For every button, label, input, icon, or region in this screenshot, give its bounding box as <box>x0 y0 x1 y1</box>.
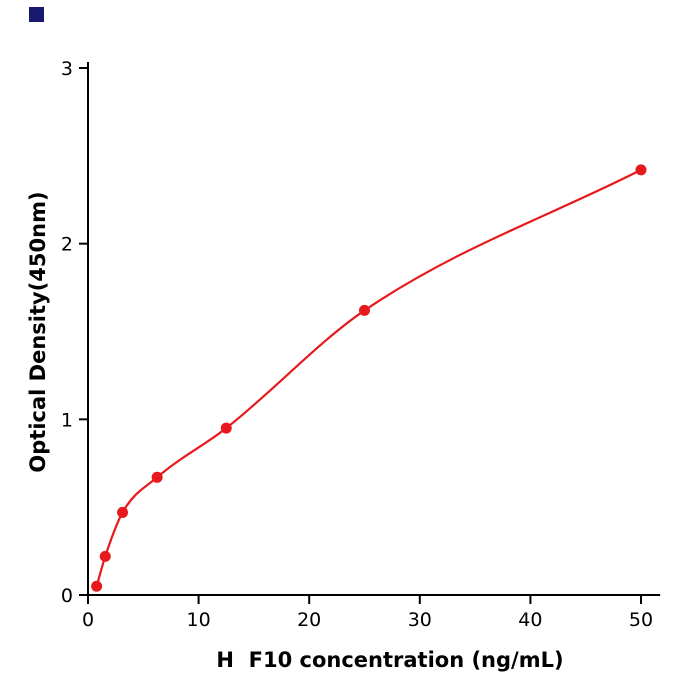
y-tick-label: 1 <box>61 409 73 431</box>
data-point <box>220 422 232 434</box>
x-axis-title: H F10 concentration (ng/mL) <box>216 648 564 672</box>
data-point <box>151 471 163 483</box>
data-point <box>99 550 111 562</box>
data-point <box>117 506 129 518</box>
y-tick-label: 0 <box>61 585 73 607</box>
data-point <box>635 164 647 176</box>
y-tick-label: 3 <box>61 58 73 80</box>
x-tick-label: 40 <box>518 609 542 631</box>
x-tick-label: 0 <box>82 609 94 631</box>
y-axis-title: Optical Density(450nm) <box>26 191 50 473</box>
x-tick-label: 50 <box>629 609 653 631</box>
data-point <box>359 304 370 316</box>
data-point <box>91 580 103 592</box>
x-tick-label: 30 <box>408 609 432 631</box>
fit-curve <box>95 168 643 588</box>
y-tick-label: 2 <box>61 234 73 256</box>
corner-marker <box>29 7 44 22</box>
x-tick-label: 20 <box>297 609 321 631</box>
x-tick-label: 10 <box>187 609 211 631</box>
